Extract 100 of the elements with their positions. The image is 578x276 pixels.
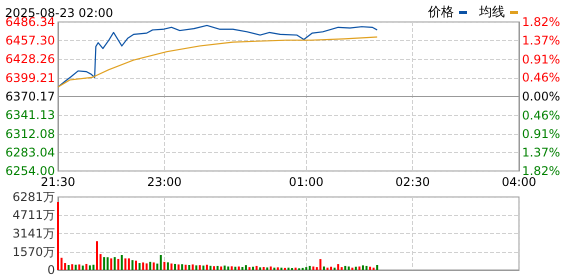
bar xyxy=(106,257,109,270)
y-tick-label: 3141万 xyxy=(12,226,55,240)
bar xyxy=(230,266,233,270)
y-tick-label: 6281万 xyxy=(12,190,55,204)
bar xyxy=(220,266,222,270)
y2-tick-label: 1.82% xyxy=(522,15,560,29)
bar xyxy=(92,264,94,270)
bar xyxy=(209,266,212,270)
bar xyxy=(312,266,314,270)
bar xyxy=(330,266,332,270)
bar xyxy=(170,263,172,270)
bar xyxy=(96,241,98,270)
bar xyxy=(142,262,144,270)
bar xyxy=(216,266,219,270)
bar xyxy=(319,259,322,270)
bar xyxy=(369,266,372,270)
bar xyxy=(376,265,378,270)
bar xyxy=(340,267,343,270)
y2-tick-label: 1.37% xyxy=(522,33,560,48)
bar xyxy=(88,265,91,270)
bar xyxy=(135,260,138,270)
bar xyxy=(213,266,216,270)
bar xyxy=(114,257,116,270)
bar xyxy=(244,265,247,270)
bar xyxy=(163,262,166,270)
y-tick-label: 6457.30 xyxy=(5,34,55,48)
bar xyxy=(305,267,308,270)
bar xyxy=(110,258,112,270)
y2-tick-label: 0.00% xyxy=(522,90,560,104)
y-tick-label: 6254.00 xyxy=(5,164,55,178)
bar xyxy=(57,202,59,270)
bar xyxy=(206,264,208,270)
bar xyxy=(262,266,265,270)
bar xyxy=(78,264,80,270)
bar xyxy=(68,265,70,270)
bar xyxy=(85,264,88,270)
bar xyxy=(259,267,262,270)
bar xyxy=(184,264,187,270)
bar xyxy=(241,266,244,270)
bar xyxy=(181,264,184,270)
line-series xyxy=(57,24,378,88)
bar xyxy=(192,264,194,270)
y2-tick-label: 0.91% xyxy=(522,52,560,66)
y-tick-label: 0 xyxy=(47,263,55,276)
bar xyxy=(202,266,204,270)
bar xyxy=(276,267,279,270)
y-tick-label: 6312.08 xyxy=(5,126,55,141)
line-series xyxy=(57,36,378,88)
bar xyxy=(358,266,360,270)
bar xyxy=(238,266,240,270)
y2-tick-label: 1.82% xyxy=(522,164,560,178)
y-tick-label: 1570万 xyxy=(12,244,55,259)
bar xyxy=(117,258,120,270)
bar xyxy=(178,264,180,270)
bar xyxy=(188,265,190,270)
bar xyxy=(138,263,141,270)
bar xyxy=(82,266,84,270)
bar xyxy=(266,267,268,270)
y2-tick-label: 0.46% xyxy=(522,70,560,85)
y2-tick-label: 1.37% xyxy=(522,146,560,160)
x-tick-label: 04:00 xyxy=(502,175,536,189)
bar xyxy=(195,265,198,270)
y-tick-label: 6399.21 xyxy=(5,70,55,85)
legend-label: 价格 xyxy=(427,5,454,20)
x-tick-label: 01:00 xyxy=(288,175,324,189)
y-tick-label: 4711万 xyxy=(12,208,55,222)
bar xyxy=(248,267,250,270)
bar xyxy=(308,266,311,270)
y2-tick-label: 0.46% xyxy=(522,108,560,122)
y-tick-label: 6370.17 xyxy=(5,90,55,104)
bar xyxy=(128,258,130,270)
bar xyxy=(270,266,272,270)
y-tick-label: 6428.26 xyxy=(5,52,55,66)
x-tick-label: 02:30 xyxy=(395,175,430,189)
bar xyxy=(322,266,325,270)
bar xyxy=(234,266,236,270)
bar xyxy=(166,262,169,270)
bar xyxy=(152,262,155,270)
bar xyxy=(124,258,126,270)
bar xyxy=(354,266,357,270)
x-tick-label: 21:30 xyxy=(40,175,76,189)
bar xyxy=(348,266,350,270)
y2-tick-label: 0.91% xyxy=(522,126,560,141)
bar xyxy=(174,264,176,270)
bar xyxy=(146,263,148,270)
bar xyxy=(362,265,364,270)
bar xyxy=(227,266,230,270)
bar xyxy=(344,266,346,270)
bar xyxy=(149,262,152,270)
bar xyxy=(71,264,74,270)
y-tick-label: 6341.13 xyxy=(5,108,55,122)
bar xyxy=(224,266,226,270)
x-tick-label: 23:00 xyxy=(147,175,182,189)
legend-label: 均线 xyxy=(478,5,505,20)
bar xyxy=(337,264,340,270)
bar xyxy=(366,266,368,270)
bar xyxy=(74,264,77,270)
bar xyxy=(120,255,123,270)
y-tick-label: 6283.04 xyxy=(5,145,55,160)
bar xyxy=(160,255,162,270)
